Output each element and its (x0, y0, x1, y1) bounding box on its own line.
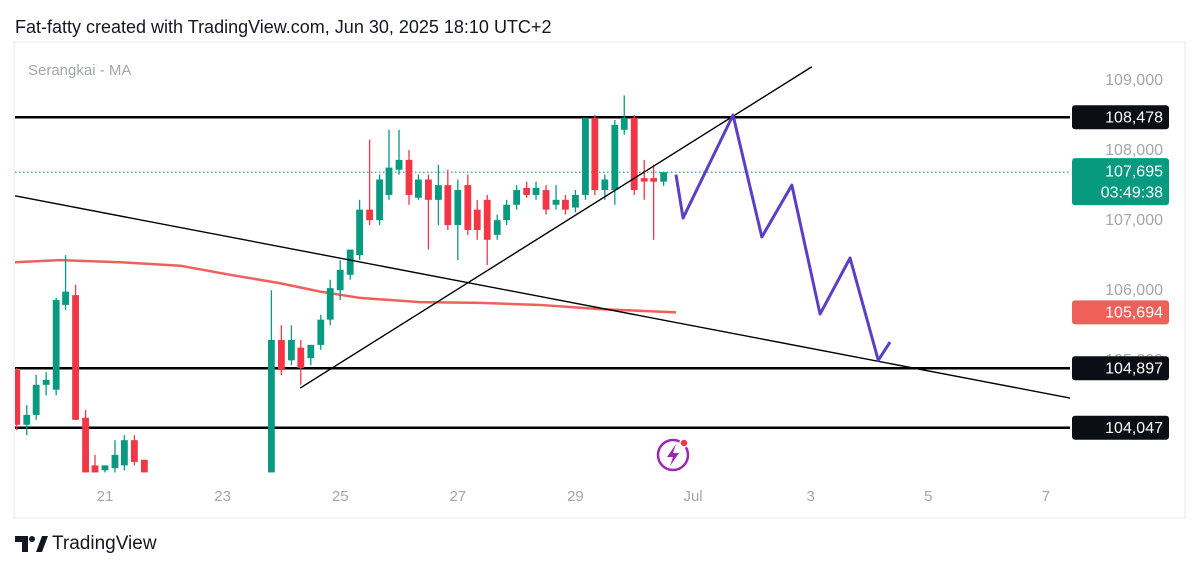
moving-average (15, 258, 677, 314)
candle-body (532, 187, 540, 195)
candle-body (366, 209, 374, 221)
candle-body (630, 117, 638, 191)
countdown-label: 03:49:38 (1101, 184, 1163, 201)
candle-body (346, 249, 354, 275)
plot-area (15, 66, 1070, 473)
candle-body (493, 220, 501, 235)
header: Fat-fatty created with TradingView.com, … (15, 17, 551, 37)
candle-body (120, 440, 128, 466)
y-tick-label: 107,000 (1105, 212, 1163, 229)
candle-body (32, 384, 40, 415)
candle-body (42, 379, 50, 385)
candle-body (601, 179, 609, 191)
candle-body (454, 190, 462, 226)
candle-body (660, 172, 668, 182)
x-tick-label: 27 (449, 488, 466, 505)
level-label: 108,478 (1105, 110, 1163, 127)
ma-label-box (1072, 300, 1169, 325)
candle-body (101, 465, 109, 471)
chart-frame (13, 41, 1186, 519)
candle-body (317, 319, 325, 345)
candle-body (23, 414, 31, 425)
candle-body (52, 300, 60, 390)
footer-logo (15, 536, 48, 552)
ma-label: 105,694 (1105, 305, 1163, 322)
candle-body (111, 454, 119, 469)
x-tick-label: 25 (332, 488, 349, 505)
candle-body (572, 194, 579, 208)
x-tick-label: Jul (683, 488, 702, 505)
candle-body (385, 167, 393, 195)
y-tick-label: 106,000 (1105, 282, 1163, 299)
level-label-box (1072, 356, 1169, 381)
candle-body (435, 185, 442, 200)
trendline (299, 66, 813, 389)
candle-body (336, 269, 344, 291)
x-tick-label: 3 (806, 488, 814, 505)
candle-body (356, 209, 364, 256)
candle-body (523, 187, 531, 195)
candle-body (287, 339, 295, 361)
trendline (15, 195, 1070, 399)
candle-body (307, 344, 315, 359)
candle-body (582, 117, 589, 195)
candle-body (552, 199, 560, 205)
candle-body (542, 190, 550, 210)
candle-body (72, 295, 79, 420)
y-tick-label: 108,000 (1105, 142, 1163, 159)
candle-body (130, 440, 138, 462)
candle-body (405, 159, 413, 195)
candle-body (483, 199, 491, 240)
candle-body (376, 179, 384, 221)
candle-body (395, 159, 403, 170)
candle-body (415, 179, 422, 198)
level-label: 104,897 (1105, 360, 1163, 377)
candle-body (473, 209, 481, 230)
candle-body (591, 117, 599, 191)
footer-brand: TradingView (52, 533, 157, 554)
x-tick-label: 7 (1042, 488, 1050, 505)
candle-body (503, 204, 511, 221)
candle-body (91, 465, 99, 473)
projection-path (674, 113, 892, 362)
x-tick-label: 29 (567, 488, 584, 505)
candle-body (15, 370, 21, 425)
candle-body (82, 417, 89, 473)
candle-body (562, 199, 569, 210)
level-label-box (1072, 105, 1169, 130)
x-tick-label: 5 (924, 488, 932, 505)
candle-body (444, 185, 452, 226)
lightning-icon (656, 438, 690, 472)
x-tick-label: 23 (214, 488, 231, 505)
candle-body (326, 288, 334, 320)
candle-body (650, 178, 658, 182)
level-label: 104,047 (1105, 420, 1163, 437)
candle-body (464, 185, 472, 230)
x-tick-label: 21 (97, 488, 114, 505)
chart-title: Serangkai - MA (28, 62, 131, 79)
y-tick-label: 109,000 (1105, 72, 1163, 89)
price-axis: 104,000105,000106,000107,000108,000109,0… (1072, 72, 1169, 440)
candle-body (620, 117, 628, 130)
candle-body (277, 339, 285, 371)
candle-body (640, 178, 648, 182)
candle-body (140, 459, 148, 473)
level-label-box (1072, 415, 1169, 440)
candle-body (513, 190, 521, 205)
last-price-box (1072, 158, 1169, 206)
candle-body (425, 179, 432, 200)
candle-body (267, 339, 275, 473)
candle-body (62, 291, 69, 305)
last-price-label: 107,695 (1105, 163, 1163, 180)
candle-body (297, 347, 305, 368)
candle-body (611, 124, 619, 191)
